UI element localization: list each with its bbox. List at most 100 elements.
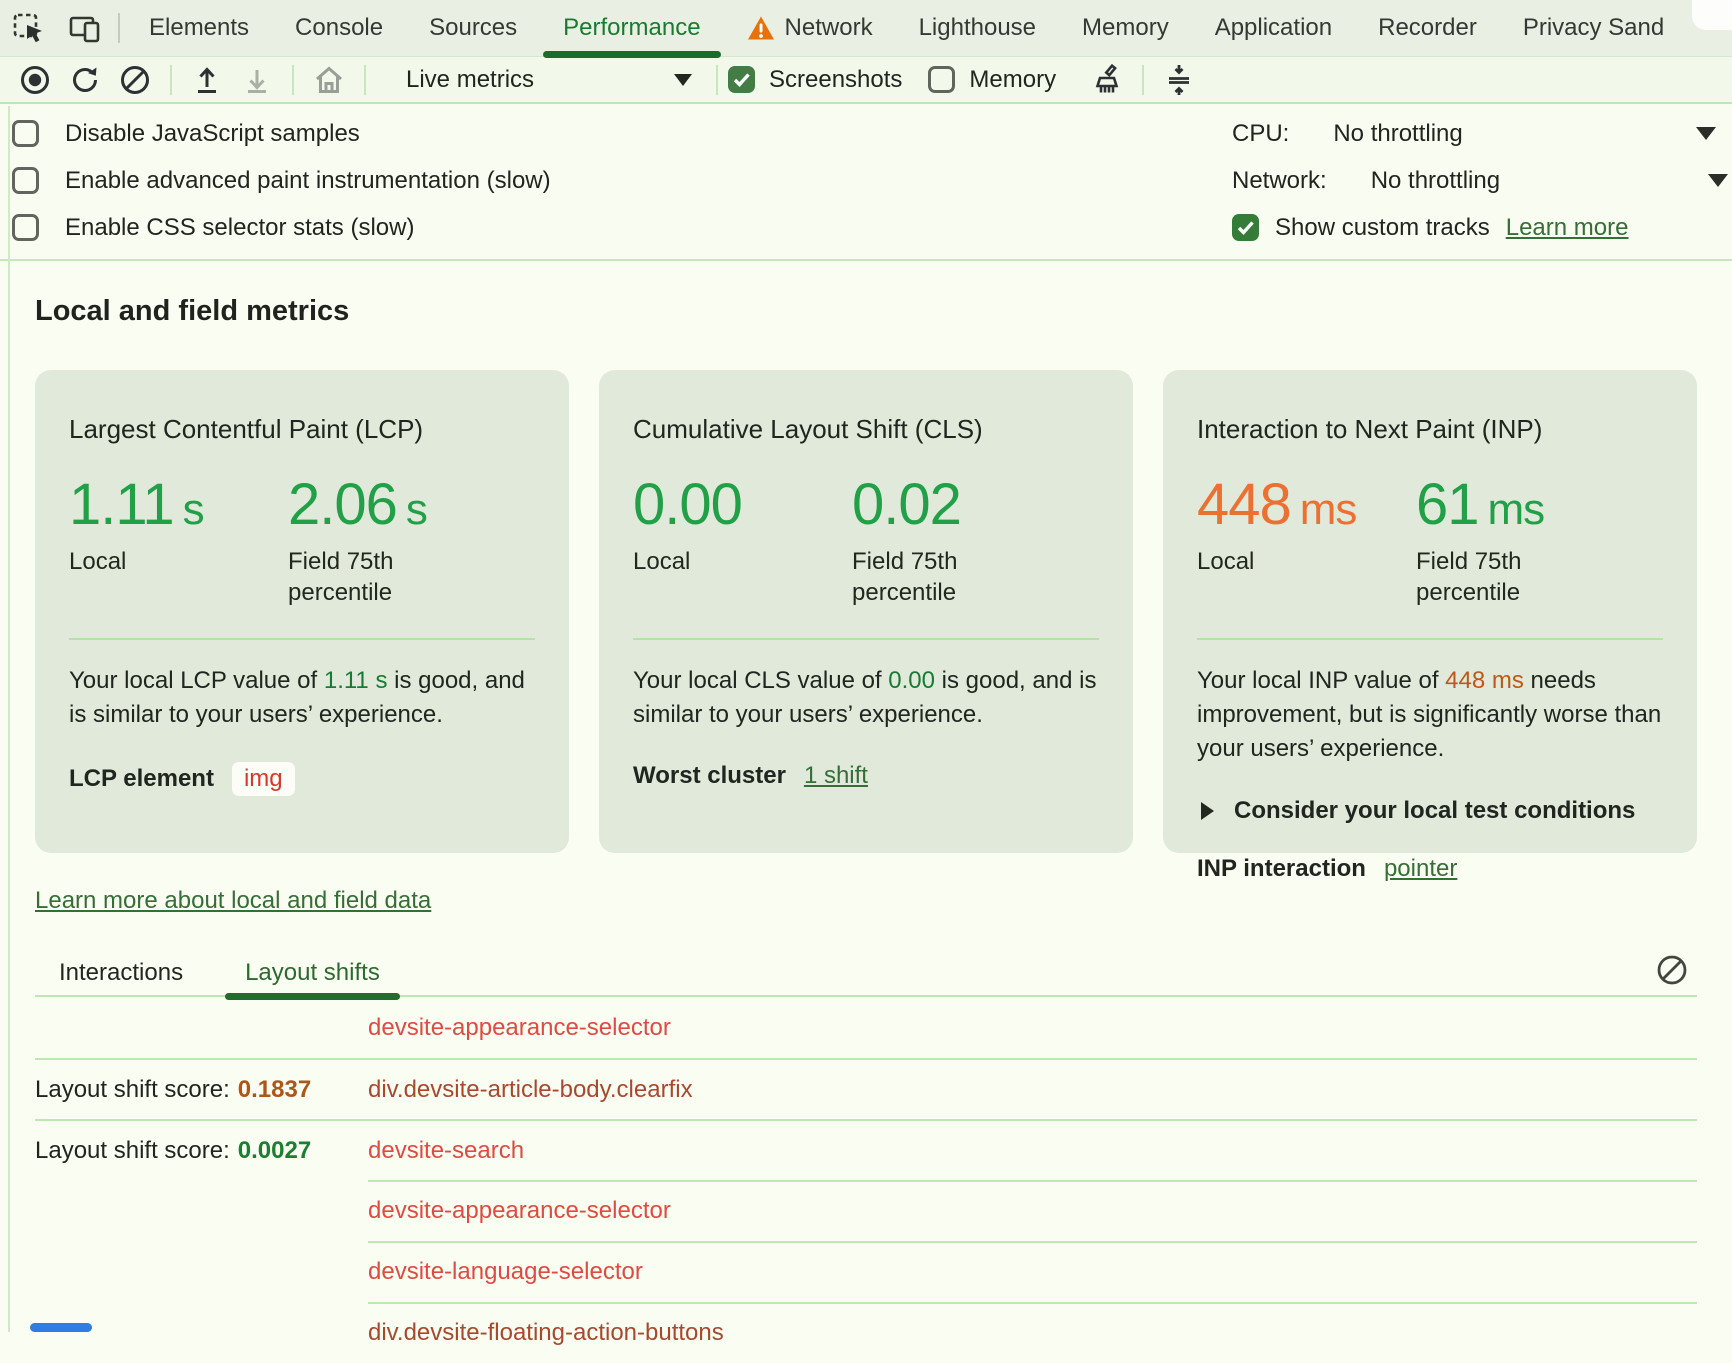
- memory-toggle[interactable]: Memory: [928, 66, 1056, 94]
- layout-shift-row[interactable]: devsite-language-selector: [35, 1241, 1697, 1302]
- advanced-paint-row[interactable]: Enable advanced paint instrumentation (s…: [12, 157, 551, 204]
- layout-shift-row[interactable]: Layout shift score: 0.1837 div.devsite-ar…: [35, 1058, 1697, 1119]
- tab-label: Elements: [149, 14, 250, 41]
- record-icon: [19, 64, 51, 96]
- history-dropdown[interactable]: Live metrics: [376, 66, 706, 94]
- page-title: Local and field metrics: [35, 295, 350, 327]
- tab-memory[interactable]: Memory: [1059, 0, 1192, 56]
- lcp-description: Your local LCP value of 1.11 s is good, …: [69, 667, 525, 729]
- lcp-element-node-link[interactable]: img: [231, 762, 295, 797]
- cls-local-value: 0.00: [633, 472, 743, 537]
- tab-label: Interactions: [59, 959, 184, 986]
- node-link[interactable]: devsite-language-selector: [368, 1257, 643, 1285]
- node-link[interactable]: devsite-search: [368, 1136, 525, 1164]
- node-link[interactable]: div.devsite-article-body.clearfix: [368, 1075, 693, 1103]
- toolbar-separator: [364, 64, 366, 95]
- toolbar-separator: [716, 64, 718, 95]
- upload-profile-button[interactable]: [182, 58, 232, 102]
- screenshots-checkbox[interactable]: [728, 66, 755, 93]
- inp-interaction-link[interactable]: pointer: [1383, 854, 1458, 882]
- tab-console[interactable]: Console: [272, 0, 406, 56]
- memory-checkbox[interactable]: [928, 66, 956, 93]
- chevron-down-icon: [674, 73, 692, 86]
- tabbar-separator: [118, 13, 120, 43]
- show-custom-tracks-checkbox[interactable]: [1232, 214, 1259, 241]
- toolbar-separator: [170, 64, 172, 95]
- inp-field-value: 61 ms: [1416, 472, 1545, 537]
- tab-label: Layout shifts: [245, 959, 380, 986]
- download-icon: [241, 64, 273, 96]
- tab-interactions[interactable]: Interactions: [57, 950, 185, 996]
- layout-shift-row[interactable]: devsite-appearance-selector: [35, 1180, 1697, 1241]
- chevron-down-icon[interactable]: [1696, 127, 1716, 140]
- learn-more-link[interactable]: Learn more: [1505, 213, 1629, 241]
- device-toolbar-button[interactable]: [56, 0, 112, 56]
- disable-js-samples-row[interactable]: Disable JavaScript samples: [12, 110, 551, 157]
- css-selector-stats-row[interactable]: Enable CSS selector stats (slow): [12, 204, 551, 251]
- device-toolbar-icon: [68, 12, 101, 45]
- record-button[interactable]: [10, 58, 60, 102]
- tab-elements[interactable]: Elements: [126, 0, 272, 56]
- advanced-paint-label: Enable advanced paint instrumentation (s…: [65, 166, 551, 194]
- reload-and-record-button[interactable]: [60, 58, 110, 102]
- node-link[interactable]: devsite-appearance-selector: [368, 1196, 671, 1224]
- inp-local-label: Local: [1197, 547, 1255, 575]
- local-test-conditions-disclosure[interactable]: Consider your local test conditions: [1197, 797, 1663, 825]
- lcp-field-label: Field 75th percentile: [288, 547, 394, 607]
- node-link[interactable]: div.devsite-floating-action-buttons: [368, 1318, 724, 1346]
- reload-icon: [69, 64, 101, 96]
- cpu-throttling-select[interactable]: No throttling: [1333, 119, 1463, 147]
- collapse-panel-button[interactable]: [1154, 58, 1204, 102]
- chevron-down-icon[interactable]: [1708, 174, 1728, 187]
- advanced-paint-checkbox[interactable]: [12, 167, 39, 194]
- tab-application[interactable]: Application: [1192, 0, 1355, 56]
- css-selector-stats-checkbox[interactable]: [12, 214, 39, 241]
- overlay-corner: [1692, 0, 1732, 30]
- home-button[interactable]: [304, 58, 354, 102]
- network-throttling-select[interactable]: No throttling: [1370, 166, 1501, 194]
- clear-button[interactable]: [110, 58, 160, 102]
- tab-lighthouse[interactable]: Lighthouse: [896, 0, 1059, 56]
- layout-shift-row[interactable]: Layout shift score: 0.0027 devsite-search: [35, 1119, 1697, 1180]
- collapse-icon: [1162, 63, 1196, 97]
- collect-garbage-button[interactable]: [1082, 58, 1132, 102]
- tab-label: Recorder: [1378, 14, 1477, 41]
- lcp-field-value: 2.06 s: [288, 472, 428, 537]
- screenshots-toggle[interactable]: Screenshots: [728, 66, 902, 94]
- cls-field-label: Field 75th percentile: [852, 547, 958, 607]
- cls-local-label: Local: [633, 547, 691, 575]
- disable-js-samples-checkbox[interactable]: [12, 120, 39, 147]
- cls-description: Your local CLS value of 0.00 is good, an…: [633, 667, 1097, 729]
- lcp-local-label: Local: [69, 547, 127, 575]
- tab-label: Lighthouse: [918, 14, 1037, 41]
- home-icon: [312, 63, 346, 97]
- layout-shift-row[interactable]: div.devsite-floating-action-buttons: [35, 1302, 1697, 1363]
- cls-card: Cumulative Layout Shift (CLS) 0.00 Local…: [599, 370, 1133, 853]
- tab-layout-shifts[interactable]: Layout shifts: [225, 950, 400, 1000]
- tab-performance[interactable]: Performance: [540, 0, 723, 58]
- layout-shift-score: Layout shift score: 0.1837: [35, 1075, 312, 1103]
- block-icon: [1655, 953, 1689, 987]
- metric-cards: Largest Contentful Paint (LCP) 1.11 s Loc…: [35, 370, 1697, 882]
- learn-local-field-link[interactable]: Learn more about local and field data: [35, 887, 432, 914]
- tab-sources[interactable]: Sources: [406, 0, 540, 56]
- tab-label: Privacy Sand: [1522, 14, 1665, 41]
- tab-privacy-sandbox[interactable]: Privacy Sand: [1500, 0, 1687, 56]
- worst-cluster-link[interactable]: 1 shift: [803, 762, 868, 790]
- inspect-element-button[interactable]: [0, 0, 56, 56]
- layout-shift-row[interactable]: devsite-appearance-selector: [35, 997, 1697, 1058]
- cpu-throttling-row: CPU: No throttling: [1232, 110, 1716, 157]
- node-link[interactable]: devsite-appearance-selector: [368, 1013, 671, 1041]
- tab-recorder[interactable]: Recorder: [1355, 0, 1500, 56]
- clear-log-button[interactable]: [1655, 953, 1689, 987]
- lcp-card-title: Largest Contentful Paint (LCP): [69, 414, 424, 444]
- cpu-label: CPU:: [1232, 119, 1290, 147]
- tab-network[interactable]: Network: [724, 0, 896, 56]
- show-custom-tracks-row[interactable]: Show custom tracks Learn more: [1232, 204, 1716, 251]
- upload-icon: [191, 64, 223, 96]
- lcp-element-label: LCP element: [69, 765, 214, 793]
- toolbar-separator: [292, 64, 294, 95]
- horizontal-scrollbar-thumb[interactable]: [30, 1323, 92, 1332]
- cls-card-title: Cumulative Layout Shift (CLS): [633, 414, 983, 444]
- download-profile-button[interactable]: [232, 58, 282, 102]
